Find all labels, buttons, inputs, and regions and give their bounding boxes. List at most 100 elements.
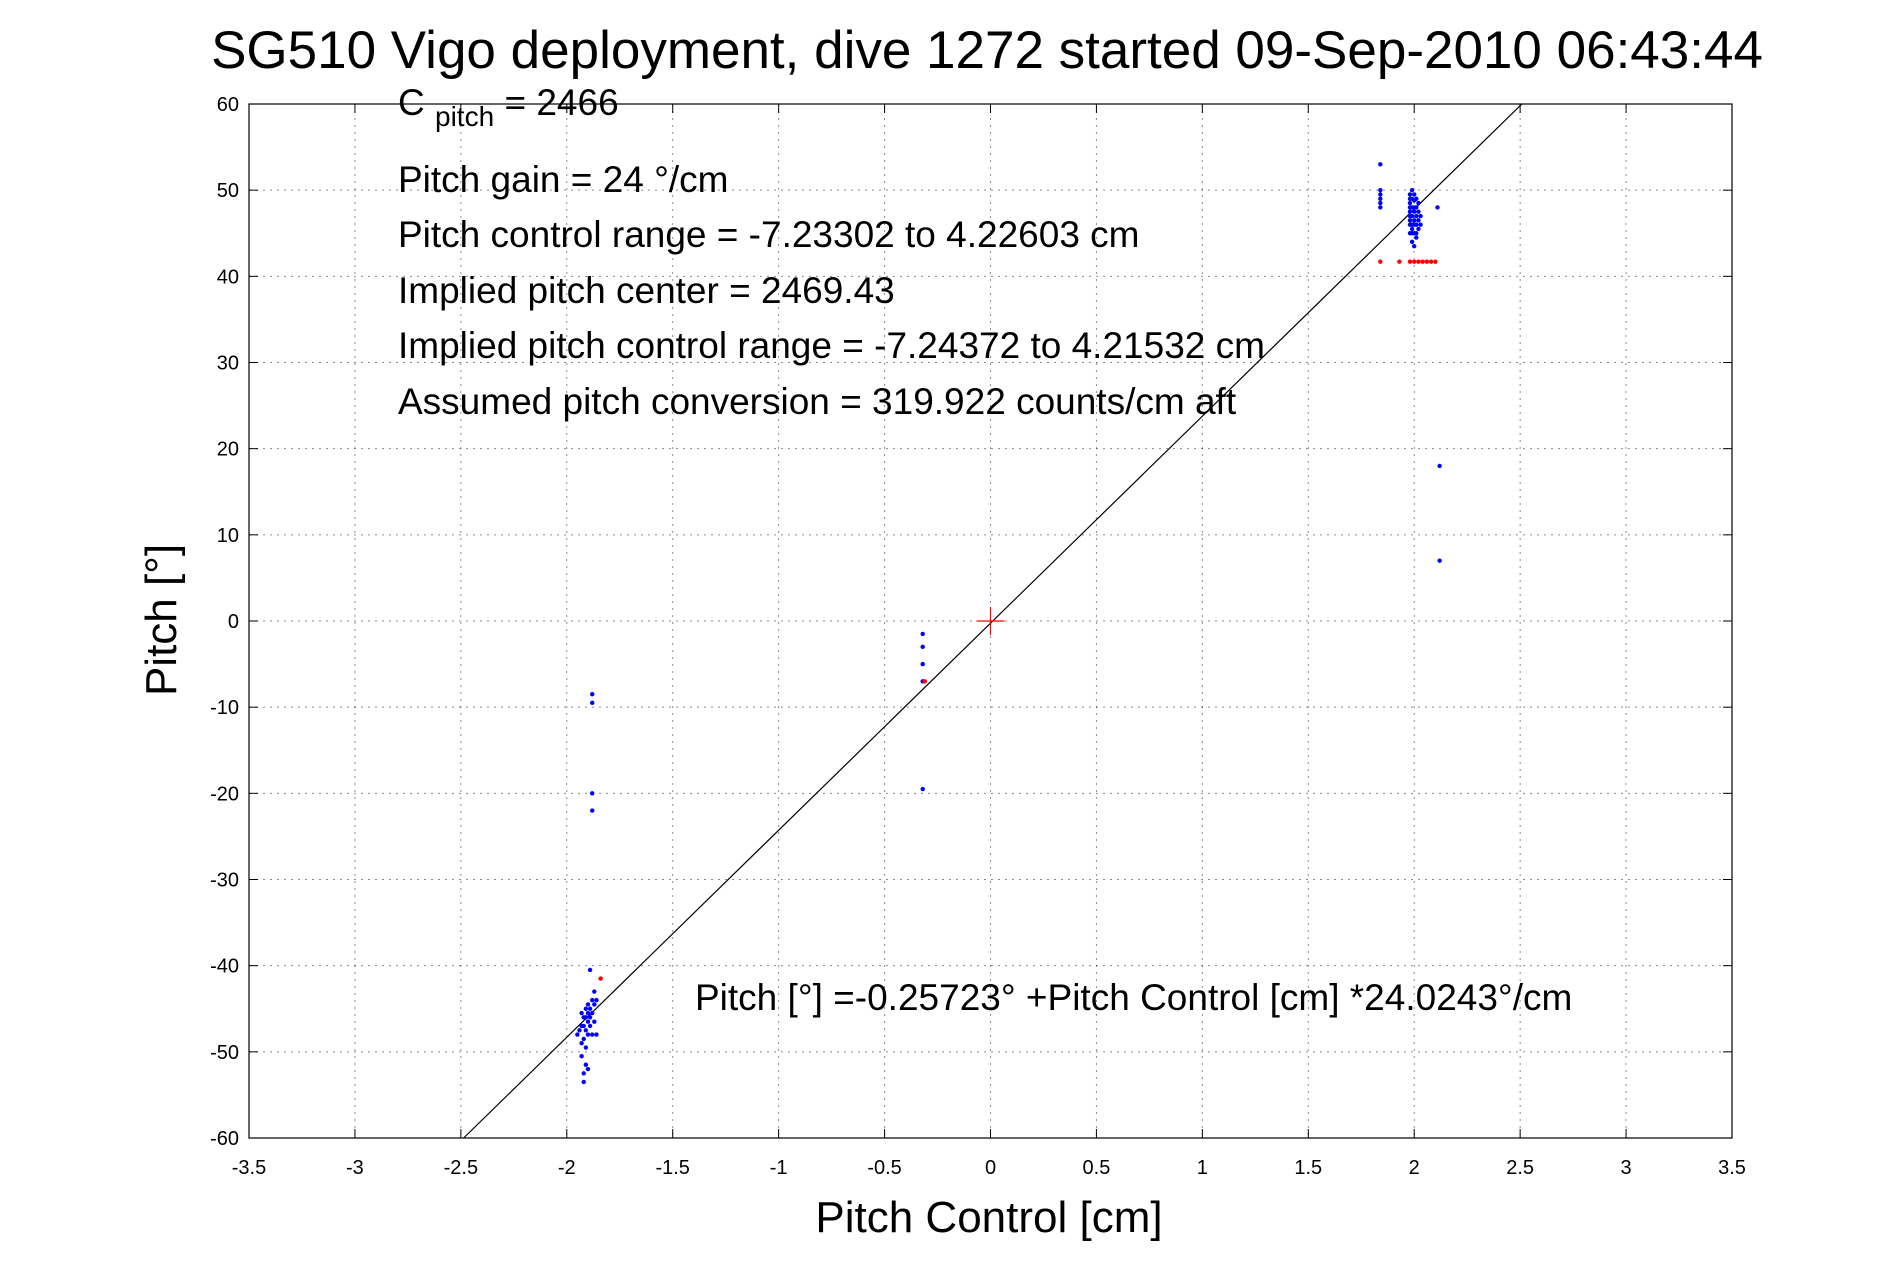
data-point — [1378, 196, 1383, 201]
data-point — [585, 1010, 591, 1016]
data-point — [583, 1006, 589, 1011]
data-point — [1412, 243, 1417, 249]
pitch-control-range-annotation: Pitch control range = -7.23302 to 4.2260… — [398, 214, 1140, 255]
data-point — [1416, 218, 1421, 223]
y-tick-label: -40 — [210, 956, 239, 978]
data-point — [1414, 222, 1419, 227]
y-tick-label: -60 — [210, 1128, 239, 1150]
data-point — [1437, 463, 1442, 469]
data-point — [920, 644, 925, 650]
y-tick-label: -10 — [210, 697, 239, 719]
data-point — [577, 1028, 582, 1033]
x-tick-label: 1.5 — [1294, 1157, 1322, 1179]
data-point — [585, 1002, 591, 1007]
data-point — [920, 786, 925, 792]
data-point — [1435, 205, 1440, 210]
data-point — [1416, 209, 1421, 214]
data-point — [583, 1028, 589, 1033]
y-tick-label: 0 — [228, 611, 239, 633]
data-point — [587, 1015, 593, 1020]
y-tick-label: 10 — [217, 525, 239, 547]
x-tick-label: -0.5 — [867, 1157, 901, 1179]
data-point — [592, 1002, 597, 1007]
data-point — [1378, 205, 1383, 210]
plot-frame — [248, 103, 1733, 1139]
data-point — [575, 1032, 580, 1037]
data-point — [1420, 259, 1425, 264]
data-point — [920, 661, 925, 667]
data-point — [1378, 192, 1383, 197]
series-1 — [598, 259, 1438, 981]
x-tick-label: -1.5 — [655, 1157, 689, 1179]
data-point — [920, 631, 925, 637]
c-pitch-value: = 2466 — [504, 82, 618, 123]
x-tick-label: 0 — [985, 1157, 996, 1179]
pitch-gain-annotation: Pitch gain = 24 °/cm — [398, 159, 729, 200]
data-point — [1424, 259, 1430, 264]
data-point — [1412, 218, 1417, 223]
data-point — [594, 997, 599, 1003]
x-tick-label: -2 — [558, 1157, 576, 1179]
y-tick-label: 40 — [217, 266, 239, 288]
plot-area: -3.5 -3 -2.5 -2 -1.5 -1 -0.5 0 0.5 1 1.5 2 2.5 3 3.5 -… — [210, 94, 1746, 1179]
data-point — [590, 808, 595, 813]
data-point — [1414, 235, 1419, 240]
data-point — [583, 1062, 589, 1067]
data-point — [594, 1032, 599, 1037]
data-points — [575, 162, 1442, 1085]
x-tick-label: 2.5 — [1506, 1157, 1534, 1179]
data-point — [583, 1045, 589, 1050]
data-point — [579, 1053, 584, 1059]
data-point — [579, 1010, 584, 1016]
data-point — [1416, 226, 1421, 232]
data-point — [585, 1019, 591, 1024]
data-point — [1378, 162, 1383, 167]
data-point — [581, 1023, 586, 1029]
y-tick-label: -20 — [210, 783, 239, 805]
data-point — [583, 1015, 589, 1020]
c-pitch-annotation: C pitch = 2466 — [398, 82, 619, 134]
data-point — [1409, 226, 1415, 232]
data-point — [587, 967, 593, 973]
data-point — [1407, 192, 1413, 197]
data-point — [590, 700, 595, 706]
data-point — [922, 679, 928, 684]
x-tick-label: -1 — [770, 1157, 788, 1179]
series-0 — [575, 162, 1442, 1085]
x-tick-label: 0.5 — [1083, 1157, 1111, 1179]
data-point — [590, 1010, 595, 1016]
y-tick-label: 20 — [217, 439, 239, 461]
data-point — [1378, 187, 1383, 193]
x-tick-label: 1 — [1197, 1157, 1208, 1179]
assumed-pitch-conversion-annotation: Assumed pitch conversion = 319.922 count… — [398, 381, 1237, 422]
data-point — [1414, 231, 1419, 236]
data-point — [581, 1079, 586, 1085]
x-axis-ticks: -3.5 -3 -2.5 -2 -1.5 -1 -0.5 0 0.5 1 1.5 2 2.5 3 3.5 — [232, 104, 1746, 1179]
data-point — [592, 1019, 597, 1024]
x-tick-label: 2 — [1409, 1157, 1420, 1179]
data-point — [590, 1032, 595, 1037]
data-point — [585, 1032, 591, 1037]
data-point — [1412, 259, 1417, 264]
data-point — [1414, 196, 1419, 201]
y-tick-label: -30 — [210, 870, 239, 892]
data-point — [1428, 259, 1434, 264]
data-point — [1437, 558, 1442, 563]
data-point — [1378, 200, 1383, 206]
x-tick-label: -2.5 — [444, 1157, 478, 1179]
data-point — [1409, 213, 1415, 219]
data-point — [592, 989, 597, 994]
center-marker — [976, 607, 1005, 635]
y-axis-ticks: -60 -50 -40 -30 -20 -10 0 10 20 30 40 50 60 — [210, 94, 1732, 1150]
c-pitch-symbol: C — [398, 82, 425, 123]
data-point — [1414, 205, 1419, 210]
annotation-block: C pitch = 2466 Pitch gain = 24 °/cm Pitc… — [398, 82, 1572, 1018]
data-point — [1407, 200, 1413, 206]
data-point — [1418, 213, 1423, 219]
data-point — [579, 1041, 584, 1046]
data-point — [1409, 239, 1415, 245]
data-point — [1414, 213, 1419, 219]
y-tick-label: 50 — [217, 180, 239, 202]
data-point — [581, 1036, 586, 1042]
implied-pitch-control-range-annotation: Implied pitch control range = -7.24372 t… — [398, 325, 1265, 366]
